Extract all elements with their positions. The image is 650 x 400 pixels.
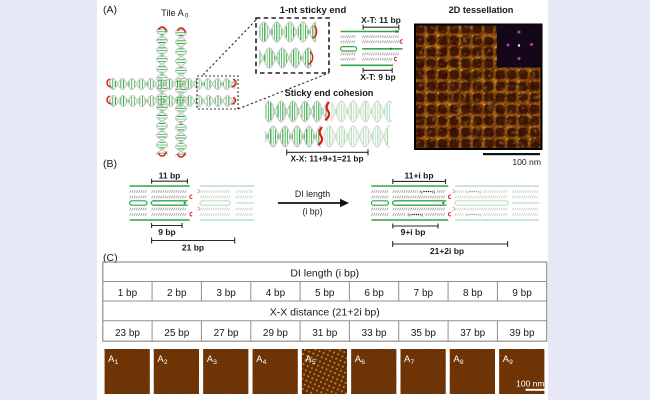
svg-text:(i bp): (i bp)	[302, 207, 322, 217]
svg-text:39 bp: 39 bp	[510, 328, 535, 339]
svg-text:4 bp: 4 bp	[266, 288, 286, 299]
svg-text:N: N	[420, 212, 423, 217]
svg-text:5: 5	[312, 359, 316, 366]
svg-text:(B): (B)	[103, 158, 117, 170]
svg-text:25 bp: 25 bp	[164, 328, 189, 339]
svg-text:7 bp: 7 bp	[414, 288, 434, 299]
svg-text:X-T: 9 bp: X-T: 9 bp	[360, 72, 395, 82]
svg-text:2D tessellation: 2D tessellation	[449, 5, 514, 15]
svg-text:N: N	[478, 189, 481, 194]
svg-text:A: A	[503, 353, 510, 364]
svg-text:21 bp: 21 bp	[182, 243, 204, 253]
svg-text:(C): (C)	[103, 252, 118, 264]
svg-text:6: 6	[361, 359, 365, 366]
svg-text:N: N	[478, 212, 481, 217]
svg-text:3 bp: 3 bp	[216, 288, 236, 299]
svg-text:A: A	[157, 353, 164, 364]
svg-text:3: 3	[213, 359, 217, 366]
svg-text:2 bp: 2 bp	[167, 288, 187, 299]
svg-text:A: A	[355, 353, 362, 364]
svg-text:X-X distance (21+2i bp): X-X distance (21+2i bp)	[270, 306, 380, 318]
svg-text:N: N	[407, 212, 410, 217]
svg-text:A: A	[404, 353, 411, 364]
svg-text:11+i bp: 11+i bp	[404, 171, 433, 181]
svg-text:21+2i bp: 21+2i bp	[430, 246, 464, 256]
svg-text:9 bp: 9 bp	[158, 227, 175, 237]
svg-text:35 bp: 35 bp	[411, 328, 436, 339]
svg-text:N: N	[465, 212, 468, 217]
svg-text:8 bp: 8 bp	[463, 288, 483, 299]
svg-text:Sticky end cohesion: Sticky end cohesion	[285, 88, 374, 98]
svg-text:N: N	[432, 189, 435, 194]
svg-text:A: A	[108, 353, 115, 364]
svg-text:31 bp: 31 bp	[312, 328, 337, 339]
svg-text:33 bp: 33 bp	[362, 328, 387, 339]
svg-text:N: N	[419, 189, 422, 194]
svg-text:29 bp: 29 bp	[263, 328, 288, 339]
svg-text:A: A	[207, 353, 214, 364]
svg-text:1-nt sticky end: 1-nt sticky end	[280, 5, 347, 16]
svg-text:DI length (i bp): DI length (i bp)	[290, 267, 359, 279]
svg-text:9: 9	[509, 359, 513, 366]
svg-text:(A): (A)	[103, 4, 117, 16]
svg-text:N: N	[465, 189, 468, 194]
svg-text:37 bp: 37 bp	[460, 328, 485, 339]
svg-text:0: 0	[185, 13, 189, 20]
svg-text:5 bp: 5 bp	[315, 288, 335, 299]
svg-text:Tile A: Tile A	[161, 8, 185, 18]
svg-text:4: 4	[263, 359, 267, 366]
svg-text:6 bp: 6 bp	[364, 288, 384, 299]
svg-text:7: 7	[411, 359, 415, 366]
svg-text:A: A	[453, 353, 460, 364]
svg-text:9+i bp: 9+i bp	[401, 227, 426, 237]
svg-text:1: 1	[115, 359, 119, 366]
svg-text:A: A	[256, 353, 263, 364]
svg-text:11 bp: 11 bp	[159, 171, 181, 181]
svg-text:X-X: 11+9+1=21 bp: X-X: 11+9+1=21 bp	[290, 154, 363, 164]
svg-text:23 bp: 23 bp	[115, 328, 140, 339]
svg-text:A: A	[305, 353, 312, 364]
svg-text:100 nm: 100 nm	[516, 379, 544, 389]
svg-text:8: 8	[460, 359, 464, 366]
svg-text:100 nm: 100 nm	[512, 157, 541, 167]
svg-text:1 bp: 1 bp	[118, 288, 138, 299]
svg-text:X-T: 11 bp: X-T: 11 bp	[361, 15, 401, 25]
svg-text:DI length: DI length	[295, 189, 330, 199]
svg-text:9 bp: 9 bp	[512, 288, 532, 299]
svg-text:2: 2	[164, 359, 168, 366]
svg-text:27 bp: 27 bp	[214, 328, 239, 339]
